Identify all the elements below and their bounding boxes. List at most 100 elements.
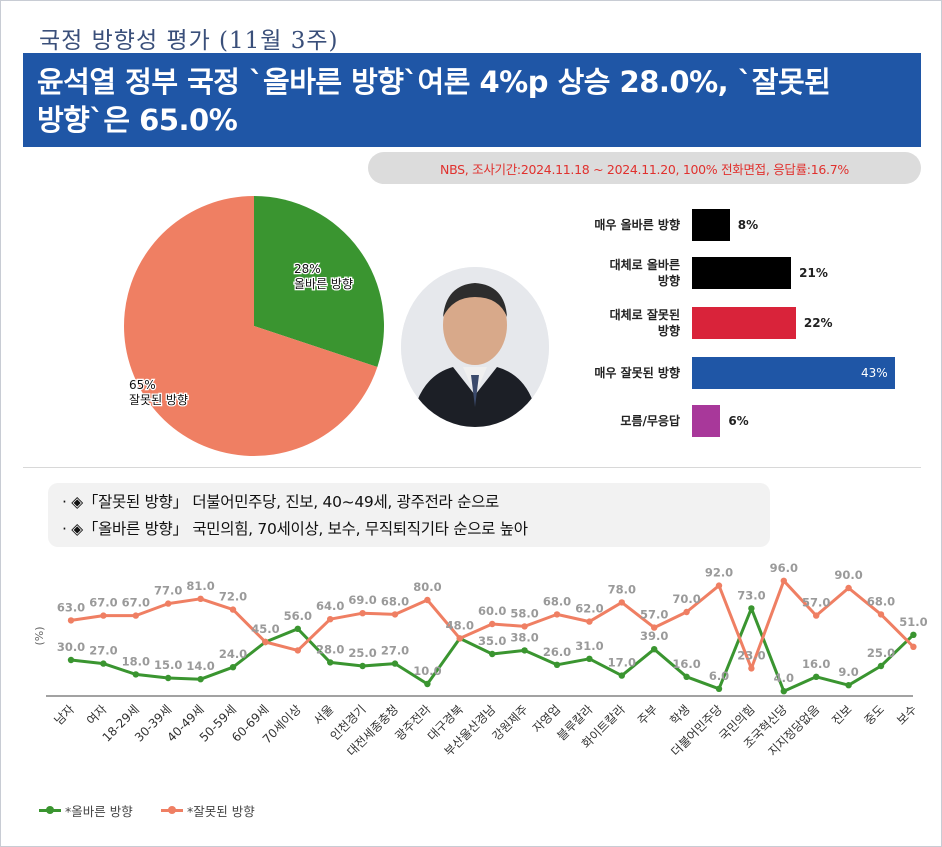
line-point-0-2 — [132, 671, 139, 678]
line-data-label-0-24: 9.0 — [838, 665, 858, 679]
line-data-label-1-9: 69.0 — [348, 593, 376, 607]
line-data-label-0-19: 16.0 — [672, 657, 700, 671]
line-data-label-0-25: 25.0 — [867, 646, 895, 660]
line-point-0-4 — [197, 676, 204, 683]
line-point-1-1 — [100, 612, 107, 619]
bar-label-line: 방향 — [657, 324, 680, 338]
pie-chart: 28%올바른 방향 65%잘못된 방향 — [124, 196, 385, 456]
line-point-0-3 — [165, 674, 172, 682]
line-category-label-18: 주부 — [635, 702, 661, 728]
line-point-1-23 — [813, 612, 820, 619]
line-point-0-26 — [910, 631, 917, 638]
portrait-photo — [401, 267, 549, 427]
line-point-1-14 — [521, 623, 528, 630]
line-point-1-26 — [910, 643, 917, 650]
line-data-label-1-20: 92.0 — [705, 566, 733, 580]
line-point-0-7 — [294, 625, 301, 632]
legend-right-label: *올바른 방향 — [65, 804, 133, 819]
legend-wrong-swatch — [161, 806, 183, 814]
headline-line-1: 윤석열 정부 국정 `올바른 방향`여론 4%p 상승 28.0%, `잘못된 — [37, 65, 831, 99]
line-chart: (%) 30.0 27.0 18.0 15.0 14.0 24.0 45.0 56.0 28.0 2… — [33, 561, 928, 759]
line-data-label-1-1: 67.0 — [89, 596, 117, 610]
summary-line-wrong: · ◈「잘못된 방향」 더불어민주당, 진보, 40~49세, 광주전라 순으로 — [62, 493, 500, 511]
line-category-label-25: 중도 — [862, 702, 888, 728]
summary-line-right: · ◈「올바른 방향」 국민의힘, 70세이상, 보수, 무직퇴직기타 순으로 … — [62, 520, 528, 538]
bar-label-3: 매우 잘못된 방향 — [540, 365, 680, 381]
bar-0 — [692, 209, 730, 241]
line-point-0-23 — [813, 673, 820, 680]
line-point-0-1 — [100, 660, 107, 667]
line-data-label-1-4: 81.0 — [186, 579, 214, 593]
line-data-label-0-20: 6.0 — [709, 669, 729, 683]
line-point-0-21 — [748, 605, 755, 612]
line-data-label-0-7: 56.0 — [284, 609, 312, 623]
line-data-label-0-3: 15.0 — [154, 658, 182, 672]
line-point-1-0 — [67, 617, 75, 624]
bar-label-line: 모름/무응답 — [620, 414, 680, 428]
line-point-1-6 — [262, 638, 269, 646]
bar-4 — [692, 405, 721, 437]
line-data-label-1-19: 70.0 — [672, 592, 700, 606]
headline-line-2: 방향`은 65.0% — [37, 103, 238, 137]
line-category-label-14: 강원제주 — [490, 702, 531, 743]
line-data-label-0-0: 30.0 — [57, 640, 85, 654]
line-point-1-21 — [748, 665, 755, 672]
line-point-1-9 — [359, 610, 366, 617]
line-point-1-10 — [391, 611, 399, 618]
line-point-1-8 — [327, 616, 334, 623]
line-data-label-1-3: 77.0 — [154, 584, 182, 598]
line-data-label-1-10: 68.0 — [381, 594, 409, 608]
line-data-label-1-17: 78.0 — [608, 582, 636, 596]
line-category-label-1: 여자 — [84, 702, 110, 728]
line-point-0-25 — [877, 662, 885, 670]
line-point-1-12 — [456, 635, 463, 642]
line-point-0-9 — [359, 662, 366, 670]
line-point-1-24 — [845, 584, 852, 592]
line-point-0-16 — [586, 655, 593, 662]
line-point-1-13 — [489, 620, 496, 628]
bar-label-line: 대체로 올바른 — [609, 258, 680, 272]
line-data-label-0-22: 4.0 — [774, 671, 794, 685]
line-point-0-0 — [67, 656, 75, 664]
line-point-1-18 — [651, 624, 658, 631]
line-point-1-5 — [229, 606, 237, 613]
line-data-label-0-14: 38.0 — [510, 630, 538, 644]
bar-value-2: 22% — [803, 316, 833, 330]
bar-label-2: 대체로 잘못된 방향 — [540, 307, 680, 339]
line-data-label-0-17: 17.0 — [608, 656, 636, 670]
line-data-label-0-2: 18.0 — [122, 654, 150, 668]
line-data-label-0-16: 31.0 — [575, 639, 603, 653]
pie-label-value-1: 65% — [129, 378, 156, 392]
line-data-label-1-25: 68.0 — [867, 594, 895, 608]
line-data-label-0-8: 28.0 — [316, 642, 344, 656]
line-point-1-25 — [877, 611, 885, 618]
pie-slice-0 — [254, 196, 385, 368]
line-category-label-0: 남자 — [52, 702, 78, 728]
line-point-0-15 — [553, 661, 561, 668]
line-category-label-24: 진보 — [829, 702, 855, 728]
line-data-label-0-4: 14.0 — [186, 659, 214, 673]
line-data-label-1-24: 90.0 — [834, 568, 862, 582]
line-point-0-18 — [651, 646, 658, 653]
line-data-label-1-8: 64.0 — [316, 599, 344, 613]
line-point-1-15 — [553, 611, 561, 618]
bar-value-3: 43% — [861, 366, 888, 380]
line-data-label-1-13: 60.0 — [478, 604, 506, 618]
legend-wrong-label: *잘못된 방향 — [187, 804, 255, 819]
section-kicker: 국정 방향성 평가 (11월 3주) — [39, 28, 339, 54]
line-data-label-0-11: 10.0 — [413, 664, 441, 678]
line-point-0-8 — [327, 659, 334, 666]
legend-right: *올바른 방향 — [39, 801, 133, 820]
line-point-1-22 — [780, 577, 787, 584]
line-data-label-1-23: 57.0 — [802, 596, 830, 610]
bar-value-4: 6% — [728, 414, 749, 428]
line-data-label-1-21: 23.0 — [737, 648, 765, 662]
line-point-1-11 — [424, 596, 431, 604]
bar-label-line: 방향 — [657, 274, 680, 288]
line-data-label-0-23: 16.0 — [802, 657, 830, 671]
line-point-1-17 — [618, 599, 625, 606]
line-data-label-0-10: 27.0 — [381, 644, 409, 658]
line-point-0-10 — [391, 660, 399, 667]
